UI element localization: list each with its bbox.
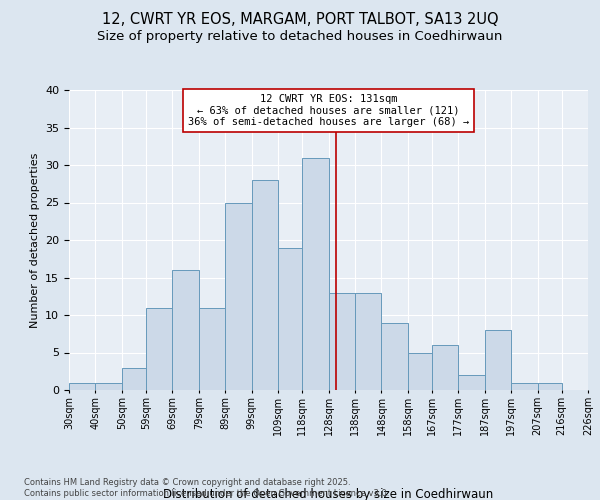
Bar xyxy=(432,345,458,390)
Bar xyxy=(355,292,382,390)
Bar xyxy=(199,308,225,390)
Bar xyxy=(225,202,252,390)
Bar xyxy=(252,180,278,390)
Text: 12, CWRT YR EOS, MARGAM, PORT TALBOT, SA13 2UQ: 12, CWRT YR EOS, MARGAM, PORT TALBOT, SA… xyxy=(101,12,499,28)
Bar xyxy=(485,330,511,390)
Bar xyxy=(302,158,329,390)
Text: 12 CWRT YR EOS: 131sqm
← 63% of detached houses are smaller (121)
36% of semi-de: 12 CWRT YR EOS: 131sqm ← 63% of detached… xyxy=(188,94,469,127)
Bar xyxy=(69,382,95,390)
Bar xyxy=(382,322,408,390)
Bar xyxy=(511,382,538,390)
Bar xyxy=(172,270,199,390)
Bar xyxy=(122,368,146,390)
X-axis label: Distribution of detached houses by size in Coedhirwaun: Distribution of detached houses by size … xyxy=(163,488,494,500)
Bar xyxy=(278,248,302,390)
Y-axis label: Number of detached properties: Number of detached properties xyxy=(29,152,40,328)
Bar xyxy=(458,375,485,390)
Text: Size of property relative to detached houses in Coedhirwaun: Size of property relative to detached ho… xyxy=(97,30,503,43)
Text: Contains HM Land Registry data © Crown copyright and database right 2025.
Contai: Contains HM Land Registry data © Crown c… xyxy=(24,478,389,498)
Bar xyxy=(146,308,172,390)
Bar xyxy=(95,382,122,390)
Bar xyxy=(538,382,562,390)
Bar xyxy=(329,292,355,390)
Bar xyxy=(408,352,432,390)
